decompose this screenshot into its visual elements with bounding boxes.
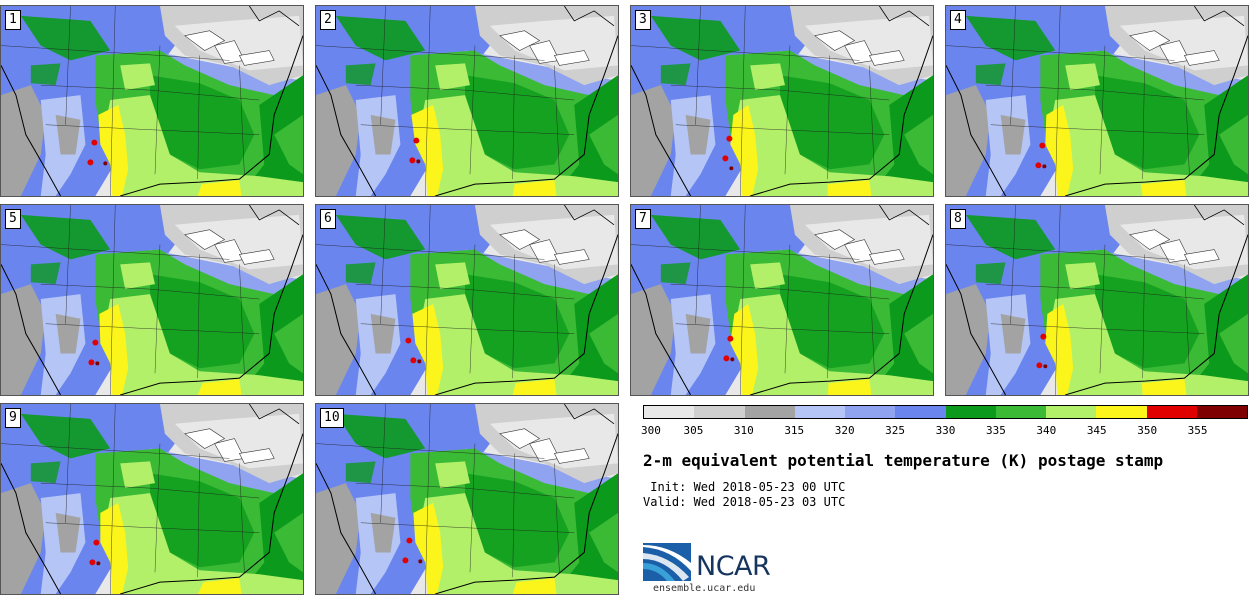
colorbar-segment bbox=[845, 406, 896, 418]
colorbar-tick-label: 330 bbox=[935, 424, 956, 437]
temperature-map bbox=[946, 205, 1248, 395]
temperature-map bbox=[1, 205, 303, 395]
map-panel: 2 bbox=[315, 5, 619, 197]
panel-number-label: 9 bbox=[5, 408, 21, 428]
panel-number-label: 8 bbox=[950, 209, 966, 229]
colorbar-segment bbox=[1096, 406, 1147, 418]
colorbar-segment bbox=[1146, 406, 1197, 418]
temperature-map bbox=[946, 6, 1248, 196]
colorbar-segment bbox=[694, 406, 745, 418]
map-panel: 7 bbox=[630, 204, 934, 396]
panel-number-label: 5 bbox=[5, 209, 21, 229]
ncar-logo-text: NCAR bbox=[696, 551, 771, 582]
temperature-map bbox=[316, 6, 618, 196]
colorbar-tick-label: 355 bbox=[1187, 424, 1208, 437]
panel-number-label: 1 bbox=[5, 10, 21, 30]
colorbar-segment bbox=[1196, 406, 1247, 418]
colorbar-segment bbox=[1046, 406, 1097, 418]
temperature-map bbox=[1, 6, 303, 196]
panel-number-label: 4 bbox=[950, 10, 966, 30]
ncar-logo-icon bbox=[643, 543, 691, 581]
panel-number-label: 7 bbox=[635, 209, 651, 229]
colorbar-tick-label: 300 bbox=[641, 424, 661, 437]
colorbar-segment bbox=[794, 406, 845, 418]
map-panel: 9 bbox=[0, 403, 304, 595]
temperature-map bbox=[631, 205, 933, 395]
temperature-map bbox=[1, 404, 303, 594]
colorbar-tick-label: 325 bbox=[885, 424, 906, 437]
init-time: Init: Wed 2018-05-23 00 UTC bbox=[643, 480, 846, 494]
map-panel: 1 bbox=[0, 5, 304, 197]
colorbar-segment bbox=[945, 406, 996, 418]
logo-url: ensemble.ucar.edu bbox=[653, 583, 756, 594]
panel-number-label: 10 bbox=[320, 408, 344, 428]
panel-number-label: 6 bbox=[320, 209, 336, 229]
colorbar-segment bbox=[895, 406, 946, 418]
colorbar-tick-label: 305 bbox=[683, 424, 704, 437]
colorbar-tick-label: 340 bbox=[1036, 424, 1057, 437]
map-panel: 6 bbox=[315, 204, 619, 396]
temperature-map bbox=[631, 6, 933, 196]
panel-number-label: 3 bbox=[635, 10, 651, 30]
colorbar-tick-label: 335 bbox=[985, 424, 1006, 437]
colorbar-segment bbox=[995, 406, 1046, 418]
panel-number-label: 2 bbox=[320, 10, 336, 30]
map-panel: 3 bbox=[630, 5, 934, 197]
map-panel: 5 bbox=[0, 204, 304, 396]
colorbar-segment bbox=[744, 406, 795, 418]
map-panel: 8 bbox=[945, 204, 1249, 396]
colorbar-tick-label: 345 bbox=[1086, 424, 1107, 437]
colorbar bbox=[643, 405, 1248, 419]
colorbar-tick-label: 310 bbox=[733, 424, 754, 437]
colorbar-labels: 300 305 310 315 320 325 330 335 340 345 350 355 bbox=[641, 424, 1248, 438]
temperature-map bbox=[316, 205, 618, 395]
colorbar-segment bbox=[644, 406, 695, 418]
figure-title: 2-m equivalent potential temperature (K)… bbox=[643, 451, 1164, 470]
temperature-map bbox=[316, 404, 618, 594]
colorbar-tick-label: 315 bbox=[784, 424, 805, 437]
valid-time: Valid: Wed 2018-05-23 03 UTC bbox=[643, 495, 846, 509]
map-panel: 10 bbox=[315, 403, 619, 595]
colorbar-tick-label: 350 bbox=[1137, 424, 1158, 437]
map-panel: 4 bbox=[945, 5, 1249, 197]
colorbar-tick-label: 320 bbox=[834, 424, 855, 437]
